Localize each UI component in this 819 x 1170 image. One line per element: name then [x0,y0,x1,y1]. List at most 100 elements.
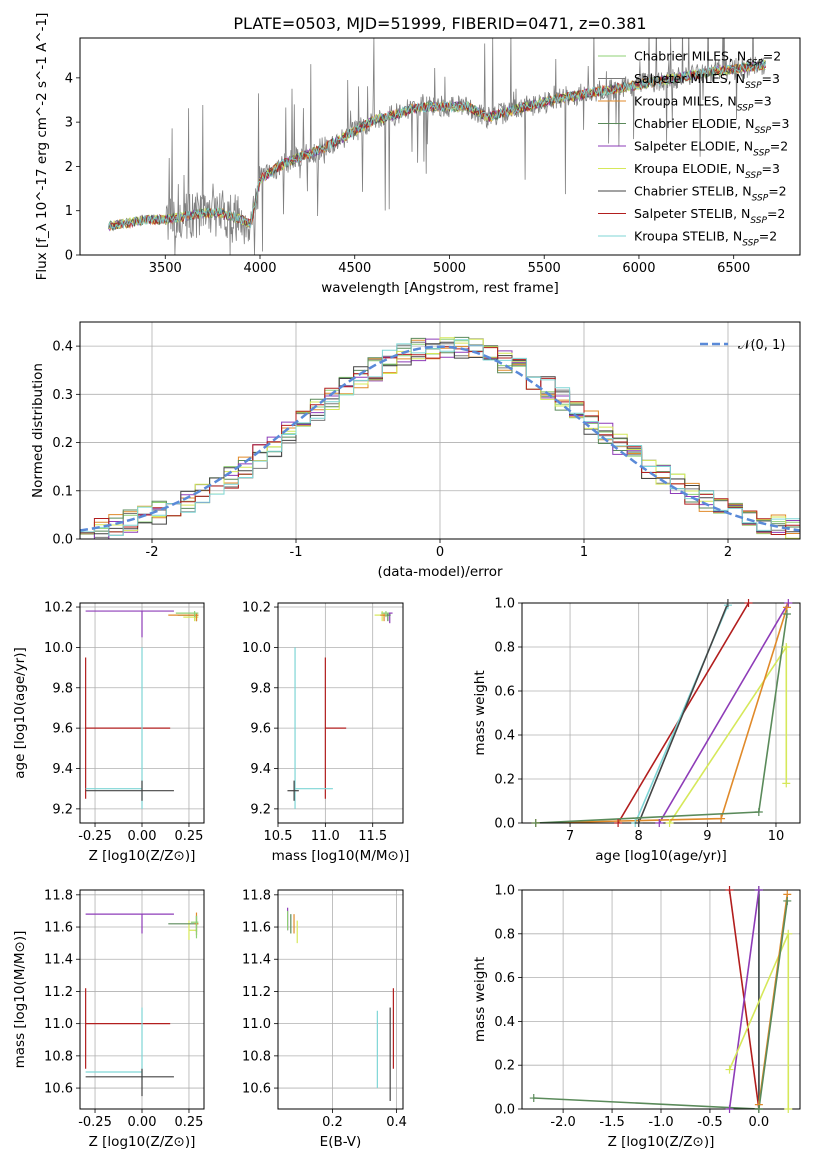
legend-subscript: SSP [745,81,762,91]
spectrum-xtick-label: 5500 [528,261,561,276]
spectrum-frame [79,37,801,256]
age-metal-xlabel: Z [log10(Z/Z⊙)] [89,848,196,864]
age-weight-marker [782,779,791,788]
mass-ebv-ytick-label: 11.2 [242,985,271,1000]
age-weight-marker [655,819,664,827]
metal-weight-marker [725,1105,734,1113]
age-mass-ytick-label: 9.4 [250,762,271,777]
age-weight-panel: 7 8 9 10 0.0 0.2 0.4 0.6 0.8 1.0 age [log10(age/yr… [472,597,801,864]
legend-subscript: SSP [745,171,762,181]
metal-weight-marker [784,929,793,938]
spectrum-panel: 3500 4000 4500 5000 5500 6000 6500 0 1 2 3 4 wavelen… [34,13,801,296]
age-weight-ytick-label: 1.0 [494,597,515,612]
age-weight-line [658,603,789,823]
mass-metal-ytick-label: 11.2 [44,985,73,1000]
residuals-xtick-label: 2 [724,545,732,560]
residual-histogram [80,346,800,535]
metal-weight-xtick-label: -1.5 [599,1115,624,1130]
residuals-xtick-label: 0 [436,545,444,560]
metal-weight-xtick-label: -0.5 [697,1115,722,1130]
residuals-plot-area [80,336,800,539]
age-weight-marker [614,819,623,827]
metal-weight-ylabel: mass weight [472,957,488,1042]
metal-weight-xtick-label: 0.0 [749,1115,770,1130]
age-weight-ylabel: mass weight [472,670,488,755]
age-metal-ytick-label: 9.6 [52,722,73,737]
metal-weight-frame [521,889,801,1110]
residuals-panel: -2 -1 0 1 2 0.0 0.1 0.2 0.3 0.4 (data-model)/error… [30,321,801,580]
mass-metal-ylabel: mass [log10(M/M⊙)] [12,931,28,1069]
age-mass-ytick-label: 9.2 [250,802,271,817]
age-mass-panel: 10.5 11.0 11.5 9.2 9.4 9.6 9.8 10.0 10.2 mass [lo… [242,601,409,864]
spectrum-xtick-label: 6000 [622,261,655,276]
mass-metal-ytick-label: 11.6 [44,921,73,936]
age-weight-marker [784,599,793,607]
legend-label: Kroupa MILES, NSSP=3 [634,94,772,114]
mass-ebv-frame [277,889,404,1110]
metal-weight-ytick-label: 0.6 [494,971,515,986]
mass-metal-xlabel: Z [log10(Z/Z⊙)] [89,1134,196,1150]
metal-weight-ytick-label: 1.0 [494,884,515,899]
spectrum-ytick-label: 1 [65,204,73,219]
metal-weight-marker [725,1065,734,1074]
age-metal-ytick-label: 9.8 [52,681,73,696]
residual-histogram [80,339,800,536]
normal-curve [80,345,800,532]
age-weight-marker [717,814,726,823]
metal-weight-ytick-label: 0.2 [494,1059,515,1074]
legend-label: Salpeter ELODIE, NSSP=2 [634,139,788,159]
spectrum-ytick-label: 0 [65,249,73,264]
age-metal-xtick-label: 0.25 [174,829,203,844]
age-mass-xtick-label: 11.5 [358,829,387,844]
panels: 3500 4000 4500 5000 5500 6000 6500 0 1 2 3 4 wavelen… [12,13,801,1150]
age-weight-xtick-label: 10 [768,829,785,844]
age-metal-panel: -0.25 0.00 0.25 9.2 9.4 9.6 9.8 10.0 10.2 Z [log1… [12,601,205,864]
mass-ebv-ytick-label: 11.6 [242,921,271,936]
age-mass-ytick-label: 9.8 [250,681,271,696]
age-weight-marker [754,808,763,816]
residuals-ytick-label: 0.1 [52,484,73,499]
mass-ebv-ytick-label: 10.6 [242,1082,271,1097]
mass-ebv-ytick-label: 11.4 [242,953,271,968]
age-weight-xlabel: age [log10(age/yr)] [595,848,727,864]
mass-ebv-xtick-label: 0.2 [322,1115,343,1130]
age-metal-xtick-label: 0.00 [128,829,157,844]
metal-weight-line [728,890,760,1109]
mass-metal-ytick-label: 10.8 [44,1049,73,1064]
legend-subscript: SSP [742,239,759,249]
age-weight-ytick-label: 0.6 [494,685,515,700]
spectrum-xtick-label: 5000 [433,261,466,276]
age-weight-frame [521,602,801,824]
legend-label: 𝒩(0, 1) [738,338,785,353]
metal-weight-marker [725,886,734,894]
metal-weight-marker [529,1094,538,1103]
spectrum-ytick-label: 4 [65,71,73,86]
age-metal-ytick-label: 10.0 [44,641,73,656]
metal-weight-marker [754,1105,763,1113]
age-metal-plot-area [85,610,199,809]
age-weight-xtick-label: 7 [566,829,574,844]
residuals-frame [79,321,801,540]
residuals-ytick-label: 0.0 [52,533,73,548]
mass-ebv-xlabel: E(B-V) [320,1134,362,1150]
age-weight-plot-area [535,603,789,823]
spectrum-xtick-label: 4000 [243,261,276,276]
mass-ebv-ytick-label: 11.0 [242,1017,271,1032]
age-mass-ytick-label: 9.6 [250,722,271,737]
age-weight-marker [744,599,753,607]
spectrum-xtick-label: 3500 [149,261,182,276]
spectrum-plot-area [107,38,766,255]
metal-weight-xtick-label: -1.0 [648,1115,673,1130]
mass-metal-panel: -0.25 0.00 0.25 10.6 10.8 11.0 11.2 11.4 11.6 11.… [12,888,205,1150]
metal-weight-ytick-label: 0.8 [494,927,515,942]
age-weight-ytick-label: 0.2 [494,773,515,788]
residuals-xtick-label: -2 [146,545,159,560]
age-metal-xtick-label: -0.25 [78,829,112,844]
metal-weight-marker [784,1105,793,1113]
age-weight-ytick-label: 0.8 [494,641,515,656]
legend-subscript: SSP [753,149,770,159]
age-weight-ytick-label: 0.0 [494,817,515,832]
age-weight-line [637,603,729,823]
spectrum-ytick-label: 2 [65,160,73,175]
